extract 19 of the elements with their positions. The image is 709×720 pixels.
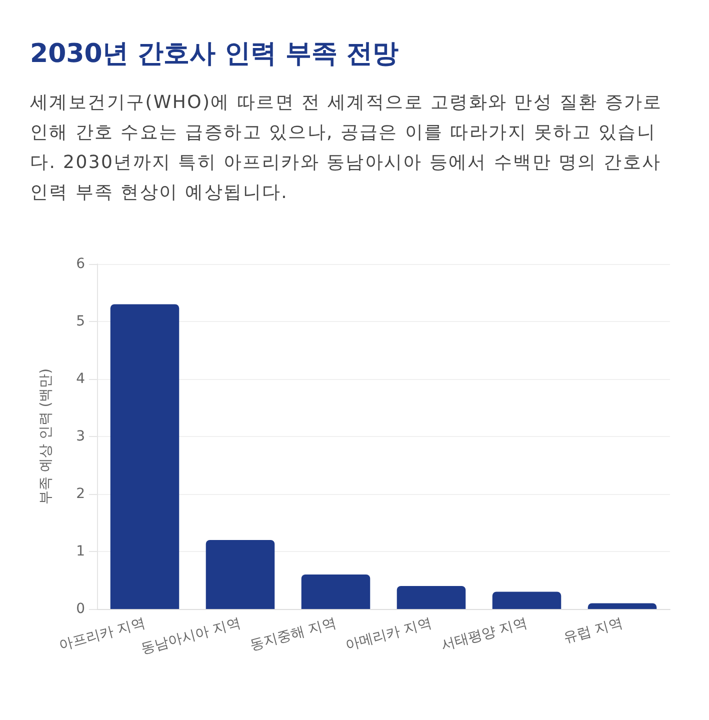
x-tick-label: 아메리카 지역 xyxy=(344,615,434,654)
bar xyxy=(301,574,370,609)
y-axis-title: 부족 예상 인력 (백만) xyxy=(38,368,54,505)
x-tick-label: 유럽 지역 xyxy=(562,615,624,646)
y-tick-label: 5 xyxy=(76,314,85,330)
y-tick-label: 4 xyxy=(76,371,86,387)
bar xyxy=(110,304,180,609)
y-tick-label: 2 xyxy=(76,486,85,502)
bar xyxy=(492,592,562,609)
y-tick-label: 3 xyxy=(76,428,85,444)
y-tick-label: 6 xyxy=(76,256,86,272)
y-tick-label: 0 xyxy=(76,601,85,617)
chart-subtitle: 세계보건기구(WHO)에 따르면 전 세계적으로 고령화와 만성 질환 증가로 인해 간호 수요는 급증하고 있으나, 공급은 이를 따라가지 못하고 있습니다. 2030년까지 특히 아프리카와 동남아시아 등에서 수백만 명의 간호사 인력 부족 현상이 예상됩니다. xyxy=(30,91,664,205)
chart-title: 2030년 간호사 인력 부족 전망 xyxy=(30,38,400,71)
x-tick-label: 서태평양 지역 xyxy=(439,615,529,654)
bar xyxy=(206,540,275,609)
bar xyxy=(396,586,466,609)
bar xyxy=(588,603,657,609)
y-tick-label: 1 xyxy=(76,544,85,560)
